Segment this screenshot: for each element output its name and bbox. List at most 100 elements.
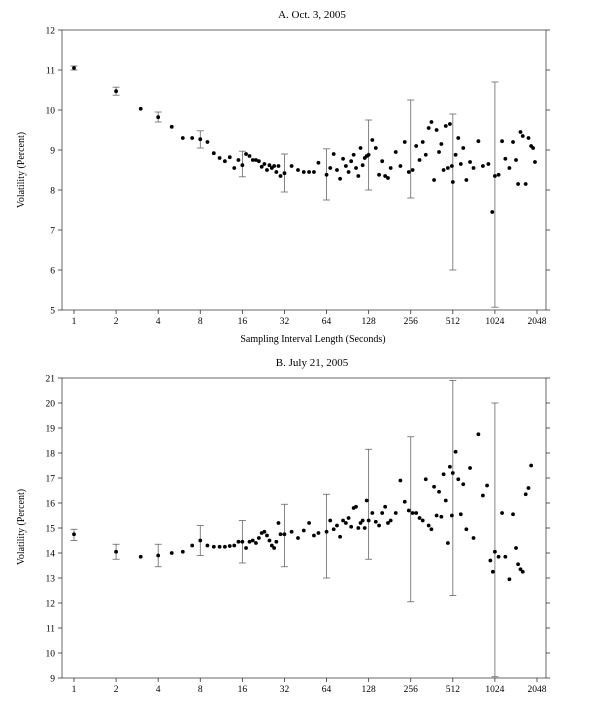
panel-a-data-point bbox=[256, 159, 261, 164]
panel-a-data-point bbox=[417, 158, 422, 162]
panel-b-data-point bbox=[393, 511, 398, 515]
panel-a-data-point bbox=[205, 140, 210, 144]
panel-a-data-point bbox=[531, 146, 535, 150]
panel-a-data-point bbox=[441, 168, 446, 172]
panel-b-x-tick-label: 2 bbox=[114, 685, 119, 695]
panel-a-data-point bbox=[72, 66, 76, 70]
panel-b-data-point bbox=[156, 553, 161, 558]
panel-b-data-point bbox=[386, 521, 390, 525]
panel-b-data-point bbox=[490, 569, 495, 574]
panel-b-data-point bbox=[362, 526, 367, 530]
panel-a-data-point bbox=[377, 172, 381, 177]
panel-a-data-point bbox=[259, 164, 264, 169]
panel-b-data-point bbox=[439, 514, 444, 519]
panel-b-data-point bbox=[236, 539, 241, 544]
panel-a-data-point bbox=[331, 152, 336, 156]
panel-b-data-point bbox=[169, 551, 174, 555]
panel-a-data-point bbox=[516, 182, 520, 186]
panel-a-points bbox=[72, 66, 537, 214]
panel-a-data-point bbox=[380, 159, 385, 164]
panel-a-data-point bbox=[520, 134, 525, 138]
panel-a-x-tick-label: 256 bbox=[404, 317, 419, 327]
panel-b-data-point bbox=[523, 492, 528, 497]
panel-b-data-point bbox=[445, 541, 450, 545]
panel-a-data-point bbox=[461, 146, 466, 150]
panel-b-data-point bbox=[227, 544, 232, 548]
panel-a-data-point bbox=[267, 163, 272, 168]
panel-b-data-point bbox=[335, 523, 339, 528]
panel-a-x-tick-label: 32 bbox=[280, 317, 290, 327]
panel-a-data-point bbox=[383, 174, 388, 178]
panel-b-data-point bbox=[366, 518, 371, 523]
panel-b-data-point bbox=[373, 519, 378, 524]
panel-a-data-point bbox=[180, 136, 185, 140]
panel-b-data-point bbox=[324, 529, 329, 534]
panel-a-y-tick-label: 11 bbox=[46, 66, 55, 76]
panel-b-data-point bbox=[328, 518, 333, 523]
panel-b-error-bar bbox=[365, 448, 373, 560]
panel-b-x-tick-label: 8 bbox=[198, 685, 203, 695]
panel-b-data-point bbox=[493, 549, 497, 554]
panel-a-title: A. Oct. 3, 2005 bbox=[278, 9, 346, 21]
panel-b-y-tick-label: 17 bbox=[46, 474, 56, 484]
panel-b-data-point bbox=[426, 523, 431, 528]
panel-b-error-bar bbox=[323, 493, 331, 579]
panel-b-data-point bbox=[274, 539, 279, 544]
panel-a-data-point bbox=[426, 126, 431, 130]
panel-a-data-point bbox=[490, 210, 495, 214]
panel-a-data-point bbox=[437, 150, 441, 154]
panel-a-data-point bbox=[493, 174, 497, 178]
panel-b-data-point bbox=[450, 471, 455, 475]
panel-b-data-point bbox=[511, 512, 515, 517]
panel-a-data-point bbox=[278, 174, 283, 178]
panel-b-data-point bbox=[338, 534, 342, 539]
panel-b-data-point bbox=[222, 544, 227, 549]
panel-b-data-point bbox=[417, 516, 422, 520]
panel-b-data-point bbox=[276, 521, 281, 525]
panel-b-data-point bbox=[356, 526, 361, 530]
panel-b-y-tick-label: 11 bbox=[46, 624, 55, 634]
panel-a-data-point bbox=[274, 170, 279, 174]
panel-a-data-point bbox=[328, 166, 333, 170]
panel-a-data-point bbox=[432, 178, 436, 182]
panel-b-data-point bbox=[437, 489, 441, 494]
panel-a-data-point bbox=[343, 164, 348, 168]
panel-a-x-tick-label: 1024 bbox=[485, 317, 504, 327]
panel-a-data-point bbox=[366, 152, 371, 157]
panel-b-y-ticks: 9 10 11 12 13 14 15 16 17 18 19 20 21 bbox=[46, 374, 550, 684]
panel-b-data-point bbox=[364, 498, 369, 503]
panel-a-data-point bbox=[518, 130, 523, 134]
panel-a-data-point bbox=[351, 152, 356, 157]
panel-b-data-point bbox=[244, 546, 248, 550]
panel-a-x-tick-label: 64 bbox=[322, 317, 332, 327]
panel-a-error-bar bbox=[449, 113, 457, 271]
panel-a-data-point bbox=[507, 166, 512, 170]
panel-b-y-tick-label: 9 bbox=[50, 674, 55, 684]
panel-b-data-point bbox=[211, 544, 216, 549]
panel-a-data-point bbox=[250, 158, 255, 162]
panel-a-data-point bbox=[282, 171, 287, 176]
panel-a-x-axis-label: Sampling Interval Length (Seconds) bbox=[240, 334, 385, 345]
panel-a-data-point bbox=[464, 178, 469, 182]
panel-a-data-point bbox=[217, 156, 222, 160]
panel-b-data-point bbox=[346, 516, 351, 520]
panel-b-y-tick-label: 14 bbox=[46, 549, 56, 559]
panel-a-data-point bbox=[222, 159, 227, 164]
panel-a-data-point bbox=[445, 166, 450, 170]
panel-a-data-point bbox=[236, 158, 241, 162]
panel-a-data-point bbox=[254, 158, 258, 162]
panel-a-data-point bbox=[198, 137, 203, 142]
panel-a-data-point bbox=[410, 168, 415, 172]
panel-b-y-tick-label: 18 bbox=[46, 449, 56, 459]
panel-a-data-point bbox=[423, 152, 428, 157]
panel-a-data-point bbox=[227, 155, 232, 160]
panel-b-data-point bbox=[383, 504, 388, 509]
panel-a-y-tick-label: 7 bbox=[50, 226, 55, 236]
panel-a-data-point bbox=[406, 170, 411, 174]
panel-a-data-point bbox=[211, 151, 216, 156]
panel-a-data-point bbox=[500, 139, 504, 144]
panel-a-data-point bbox=[398, 164, 403, 168]
panel-b-data-point bbox=[406, 508, 411, 513]
panel-b-data-point bbox=[464, 527, 469, 532]
